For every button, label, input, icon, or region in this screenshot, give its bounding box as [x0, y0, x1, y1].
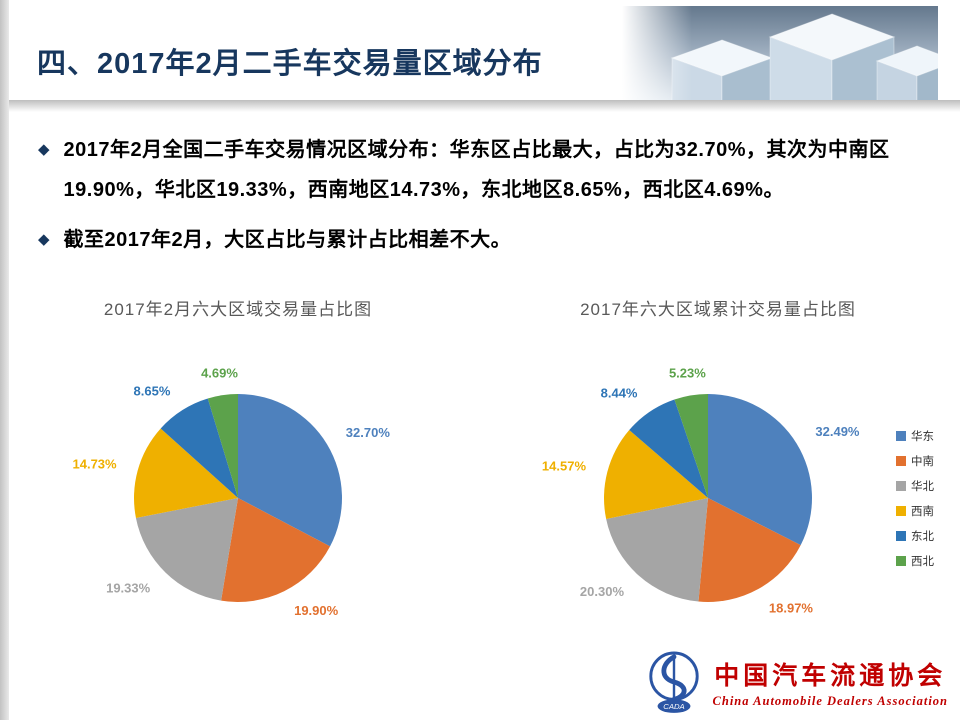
organization-logo: CADA 中国汽车流通协会 China Automobile Dealers A…: [645, 650, 948, 714]
legend-label: 西南: [911, 505, 934, 518]
pie-data-label: 5.23%: [669, 366, 706, 381]
legend-label: 西北: [911, 555, 934, 568]
pie-data-label: 19.33%: [106, 580, 151, 595]
pie-data-label: 8.65%: [134, 384, 171, 399]
legend-label: 华北: [911, 480, 934, 493]
legend-item: 西北: [896, 548, 956, 573]
pie-slice: [674, 394, 708, 498]
chart-title: 2017年2月六大区域交易量占比图: [103, 300, 373, 319]
legend-item: 华北: [896, 473, 956, 498]
pie-slice: [604, 430, 708, 520]
pie-data-label: 32.70%: [346, 425, 391, 440]
pie-data-label: 20.30%: [580, 584, 625, 599]
bullet-text: 截至2017年2月，大区占比与累计占比相差不大。: [63, 229, 512, 251]
pie-slice: [160, 398, 238, 498]
bullet-list: ◆ 2017年2月全国二手车交易情况区域分布：华东区占比最大，占比为32.70%…: [38, 130, 906, 270]
pie-slice: [238, 394, 342, 547]
pie-data-label: 32.49%: [815, 424, 860, 439]
header-decoration-cubes-image: [622, 6, 938, 100]
pie-data-label: 18.97%: [769, 600, 814, 615]
pie-slice: [221, 498, 331, 603]
diamond-bullet-icon: ◆: [38, 231, 50, 248]
pie-slice: [629, 399, 708, 498]
legend-swatch: [896, 505, 906, 516]
pie-slice: [708, 394, 812, 546]
legend-label: 华东: [911, 430, 934, 443]
bullet-item: ◆ 截至2017年2月，大区占比与累计占比相差不大。: [38, 220, 906, 260]
chart-legend: 华东中南华北西南东北西北: [896, 423, 956, 573]
legend-swatch: [896, 530, 906, 541]
legend-label: 东北: [911, 530, 934, 543]
legend-item: 东北: [896, 523, 956, 548]
pie-data-label: 19.90%: [294, 603, 339, 618]
bullet-text: 2017年2月全国二手车交易情况区域分布：华东区占比最大，占比为32.70%，其…: [63, 139, 890, 201]
pie-slice: [133, 428, 238, 518]
charts-row: 2017年2月六大区域交易量占比图 32.70% 19.90% 19.33% 14.7…: [28, 298, 934, 628]
legend-swatch: [896, 455, 906, 466]
diamond-bullet-icon: ◆: [38, 141, 50, 158]
pie-slice: [698, 498, 801, 602]
pie-data-label: 8.44%: [601, 386, 638, 401]
legend-item: 中南: [896, 448, 956, 473]
organization-name-en: China Automobile Dealers Association: [712, 693, 948, 708]
pie-data-label: 14.73%: [73, 456, 118, 471]
pie-slice: [135, 498, 238, 601]
page-title: 四、2017年2月二手车交易量区域分布: [37, 48, 543, 80]
legend-item: 华东: [896, 423, 956, 448]
legend-label: 中南: [911, 455, 934, 468]
cada-logo-text: CADA: [663, 702, 684, 711]
pie-slice: [606, 498, 708, 602]
header-band: 四、2017年2月二手车交易量区域分布: [9, 0, 960, 100]
legend-item: 西南: [896, 498, 956, 523]
chart-feb-share: 2017年2月六大区域交易量占比图 32.70% 19.90% 19.33% 14.7…: [28, 298, 448, 628]
legend-swatch: [896, 480, 906, 491]
pie-data-label: 14.57%: [542, 458, 587, 473]
chart-title: 2017年六大区域累计交易量占比图: [580, 300, 856, 319]
legend-swatch: [896, 555, 906, 566]
left-edge-strip: [0, 0, 9, 720]
pie-slice: [207, 394, 238, 498]
header-shadow-divider: [9, 100, 960, 112]
cada-logo-icon: CADA: [648, 651, 699, 713]
pie-chart-cumulative: 32.49% 18.97% 20.30% 14.57% 8.44% 5.23%: [542, 366, 860, 616]
organization-names: 中国汽车流通协会 China Automobile Dealers Associ…: [713, 656, 948, 709]
pie-data-label: 4.69%: [201, 365, 238, 380]
pie-chart-feb: 32.70% 19.90% 19.33% 14.73% 8.65% 4.69%: [73, 365, 391, 618]
chart-cumulative-share: 2017年六大区域累计交易量占比图 32.49% 18.97% 20.30% 14.5…: [508, 298, 934, 628]
organization-name-cn: 中国汽车流通协会: [714, 662, 947, 690]
bullet-item: ◆ 2017年2月全国二手车交易情况区域分布：华东区占比最大，占比为32.70%…: [38, 130, 906, 210]
legend-swatch: [896, 430, 906, 441]
